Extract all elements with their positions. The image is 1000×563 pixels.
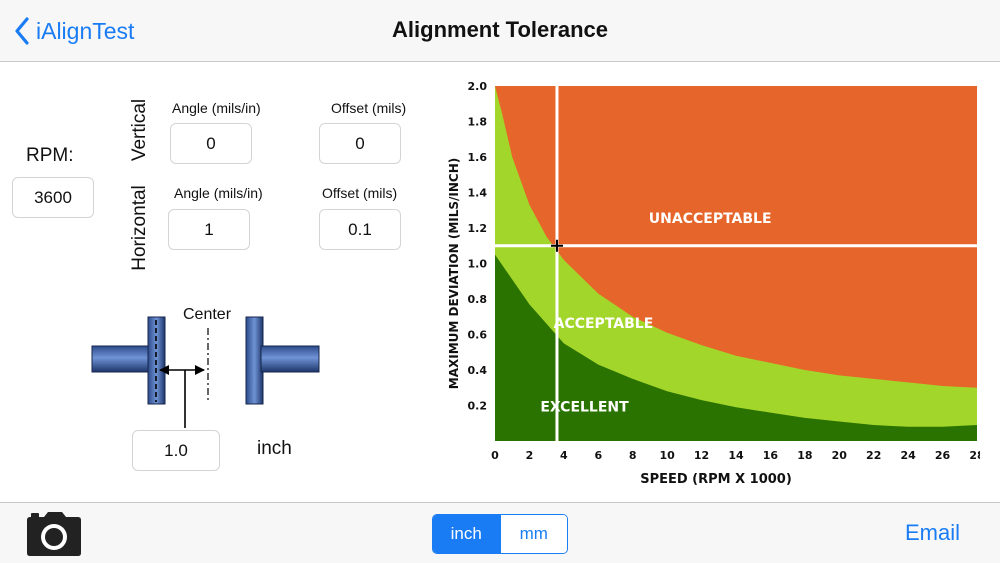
left-shaft	[91, 316, 166, 405]
horizontal-offset-label: Offset (mils)	[322, 185, 398, 201]
distance-unit-label: inch	[257, 438, 292, 459]
vertical-angle-input[interactable]: 0	[170, 123, 252, 164]
coupling-diagram	[91, 316, 320, 428]
distance-arrow	[159, 365, 205, 428]
back-button[interactable]: iAlignTest	[14, 14, 134, 48]
x-tick-label: 22	[866, 449, 881, 462]
y-axis-ticks: 0.2 0.4 0.6 0.8 1.0 1.2 1.4 1.6 1.8 2.0	[468, 80, 488, 413]
y-tick-label: 1.6	[468, 151, 488, 164]
bottom-toolbar: inch mm Email	[0, 502, 1000, 563]
vertical-label: Vertical	[129, 98, 150, 162]
horizontal-angle-input[interactable]: 1	[168, 209, 250, 250]
region-excellent	[495, 254, 977, 441]
region-label-excellent: EXCELLENT	[540, 399, 629, 415]
unit-segmented-control: inch mm	[432, 514, 568, 554]
x-axis-ticks: 0246810121416182022242628	[491, 449, 980, 462]
y-tick-label: 0.8	[468, 293, 488, 306]
rpm-label: RPM:	[26, 145, 74, 166]
x-tick-label: 2	[526, 449, 534, 462]
crosshair-marker	[550, 239, 563, 252]
region-label-unacceptable: UNACCEPTABLE	[649, 211, 772, 227]
x-tick-label: 14	[728, 449, 744, 462]
vertical-offset-label: Offset (mils)	[331, 100, 407, 116]
x-tick-label: 28	[969, 449, 980, 462]
x-axis-label: SPEED (RPM X 1000)	[640, 472, 792, 486]
x-tick-label: 6	[594, 449, 602, 462]
back-button-label: iAlignTest	[36, 17, 135, 44]
x-tick-label: 16	[763, 449, 779, 462]
y-axis-label: MAXIMUM DEVIATION (MILS/INCH)	[447, 158, 461, 390]
y-tick-label: 1.8	[468, 116, 488, 129]
x-tick-label: 0	[491, 449, 499, 462]
navigation-bar: iAlignTest Alignment Tolerance	[0, 0, 1000, 62]
x-tick-label: 26	[935, 449, 951, 462]
y-tick-label: 1.4	[468, 187, 488, 200]
region-label-acceptable: ACCEPTABLE	[554, 316, 654, 332]
x-tick-label: 20	[832, 449, 848, 462]
distance-input[interactable]: 1.0	[132, 430, 220, 471]
region-acceptable	[495, 86, 977, 441]
y-tick-label: 2.0	[468, 80, 488, 93]
horizontal-offset-input[interactable]: 0.1	[319, 209, 401, 250]
horizontal-angle-label: Angle (mils/in)	[174, 185, 263, 201]
horizontal-label: Horizontal	[129, 185, 150, 271]
unit-inch-segment[interactable]: inch	[433, 515, 500, 553]
page-title: Alignment Tolerance	[392, 17, 608, 42]
unit-mm-segment[interactable]: mm	[499, 515, 567, 553]
x-tick-label: 12	[694, 449, 709, 462]
y-tick-label: 1.2	[468, 222, 488, 235]
x-tick-label: 4	[560, 449, 568, 462]
y-tick-label: 0.2	[468, 400, 488, 413]
camera-button[interactable]	[26, 511, 82, 562]
center-label: Center	[183, 306, 232, 323]
chevron-left-icon	[15, 17, 29, 45]
x-tick-label: 8	[629, 449, 637, 462]
rpm-input[interactable]: 3600	[12, 177, 94, 218]
y-tick-label: 0.6	[468, 329, 488, 342]
email-button[interactable]: Email	[904, 520, 960, 545]
camera-icon	[27, 512, 81, 556]
right-shaft	[245, 316, 320, 405]
x-tick-label: 10	[659, 449, 675, 462]
y-tick-label: 0.4	[468, 364, 488, 377]
y-tick-label: 1.0	[468, 258, 488, 271]
x-tick-label: 24	[900, 449, 916, 462]
x-tick-label: 18	[797, 449, 812, 462]
vertical-offset-input[interactable]: 0	[319, 123, 401, 164]
vertical-angle-label: Angle (mils/in)	[172, 100, 261, 116]
